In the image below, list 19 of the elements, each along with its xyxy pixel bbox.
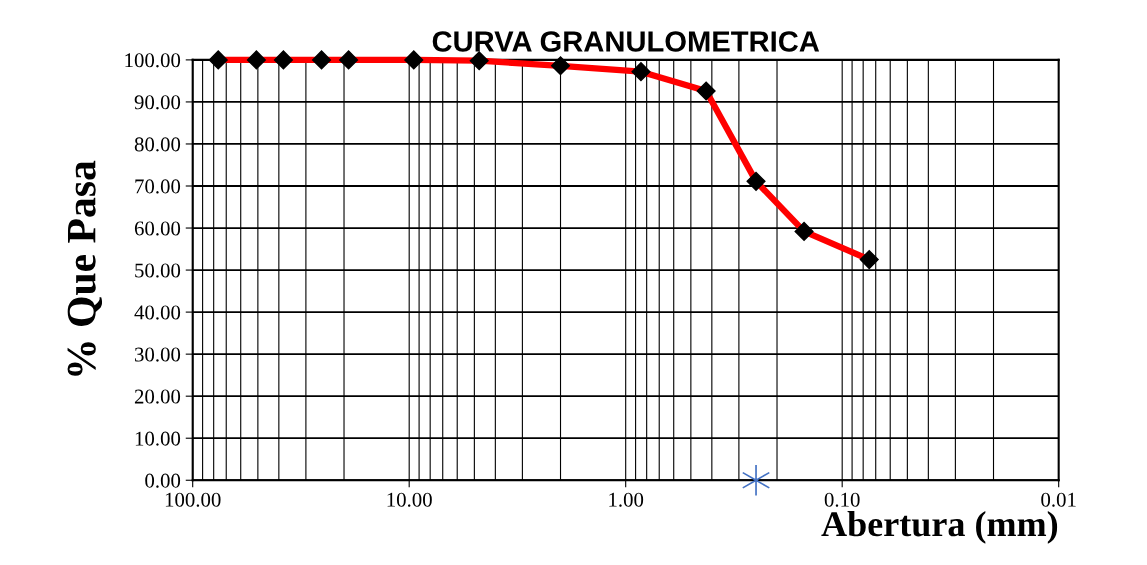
y-tick-label: 70.00 (135, 179, 181, 194)
y-tick-label: 30.00 (135, 347, 181, 362)
y-tick-label: 40.00 (134, 305, 181, 320)
y-tick-label: 90.00 (134, 95, 181, 110)
y-tick-label: 60.00 (134, 221, 181, 236)
y-tick-label: 10.00 (135, 431, 181, 446)
y-tick-label: 20.00 (134, 389, 181, 404)
x-tick-label: 0.10 (824, 492, 860, 507)
x-axis-title: Abertura (mm) (821, 510, 1058, 544)
x-tick-label: 10.00 (387, 492, 432, 507)
x-tick-label: 100.00 (165, 492, 221, 507)
x-tick-label: 1.00 (609, 492, 644, 507)
y-tick-label: 50.00 (135, 263, 181, 278)
y-tick-label: 0.00 (145, 473, 181, 488)
y-axis-title: % Que Pasa (67, 160, 103, 376)
chart-title: CURVA GRANULOMETRICA (432, 31, 820, 52)
y-tick-label: 100.00 (125, 53, 181, 68)
y-tick-label: 80.00 (134, 137, 181, 152)
x-tick-label: 0.01 (1041, 492, 1076, 507)
